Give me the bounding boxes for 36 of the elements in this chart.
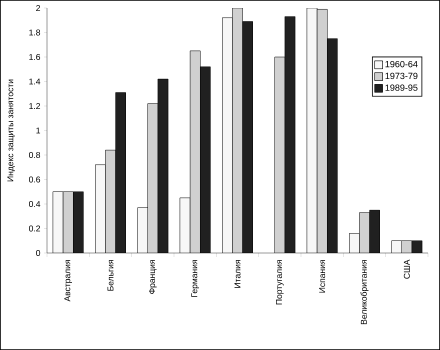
x-tick-label: Бельгия [108, 260, 114, 291]
x-tick-label: США [404, 260, 410, 279]
x-tick-label: Австралия [64, 260, 72, 302]
y-tick-label: 1.6 [29, 54, 40, 60]
x-tick-label: Германия [191, 260, 199, 297]
bar [190, 50, 200, 253]
bar [116, 92, 126, 253]
y-tick-label: 0 [36, 250, 40, 256]
x-tick-label: Великобритания [360, 260, 368, 324]
bar [200, 66, 210, 253]
legend-label: 1973-79 [386, 72, 418, 80]
y-tick-label: 0.6 [28, 176, 40, 183]
y-tick-label: 2 [36, 5, 40, 11]
y-tick-label: 0.2 [28, 225, 40, 232]
x-tick-label: Италия [234, 260, 240, 288]
y-tick-label: 0.8 [28, 152, 40, 158]
y-tick-label: 0.4 [28, 200, 40, 208]
legend-label: 1960-64 [386, 60, 418, 68]
bar [242, 21, 253, 253]
bar [284, 16, 296, 253]
bar [359, 212, 370, 253]
y-tick-label: 1 [36, 128, 40, 134]
bar [148, 104, 158, 253]
y-tick-label: 1.4 [29, 78, 40, 84]
bar [73, 192, 84, 253]
legend-label: 1989-95 [386, 84, 418, 91]
bar [327, 38, 338, 253]
bar [158, 79, 168, 253]
y-tick-label: 1.2 [29, 103, 40, 109]
bar [370, 210, 380, 253]
y-tick-label: 1.8 [29, 29, 40, 36]
bar [274, 57, 285, 253]
x-tick-label: Франция [149, 260, 157, 294]
y-axis-title: Индекс защиты занятости [7, 80, 15, 182]
x-tick-label: Испания [319, 260, 326, 293]
x-tick-label: Португалия [276, 260, 284, 304]
